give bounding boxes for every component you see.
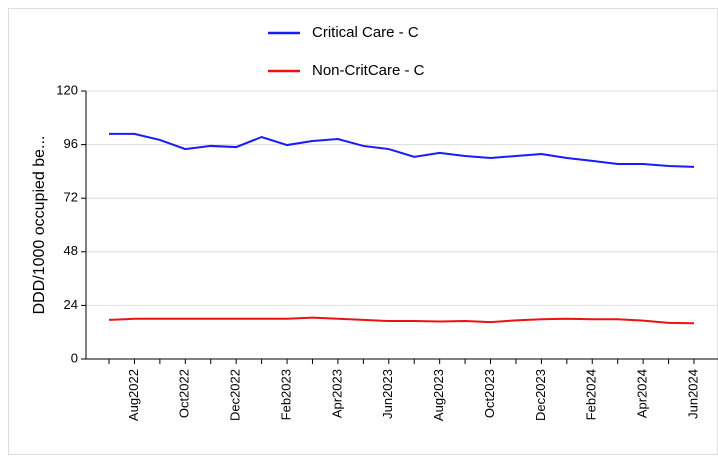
legend-label: Non-CritCare - C <box>312 62 425 79</box>
frame <box>8 8 718 455</box>
y-tick-label: 72 <box>64 190 78 205</box>
x-tick-label: Dec2023 <box>533 369 548 421</box>
x-tick-label: Oct2023 <box>482 369 497 418</box>
x-tick-label: Dec2022 <box>228 369 243 421</box>
series-line <box>108 316 695 325</box>
y-tick-label: 24 <box>64 297 78 312</box>
x-tick-label: Apr2024 <box>635 369 650 418</box>
x-tick-label: Oct2022 <box>177 369 192 418</box>
series-line <box>109 132 695 168</box>
x-tick-label: Feb2023 <box>278 369 293 420</box>
legend-label: Critical Care - C <box>312 24 419 41</box>
x-tick-label: Jun2023 <box>380 369 395 419</box>
y-tick-label: 96 <box>64 136 78 151</box>
x-tick-label: Feb2024 <box>584 369 599 420</box>
x-tick-label: Apr2023 <box>329 369 344 418</box>
x-tick-label: Aug2023 <box>431 369 446 421</box>
y-tick-label: 120 <box>56 82 78 97</box>
x-tick-label: Aug2022 <box>126 369 141 421</box>
y-tick-label: 0 <box>71 350 78 365</box>
y-axis-label: DDD/1000 occupied be... <box>31 136 48 315</box>
y-tick-label: 48 <box>64 243 78 258</box>
x-tick-label: Jun2024 <box>685 369 700 419</box>
